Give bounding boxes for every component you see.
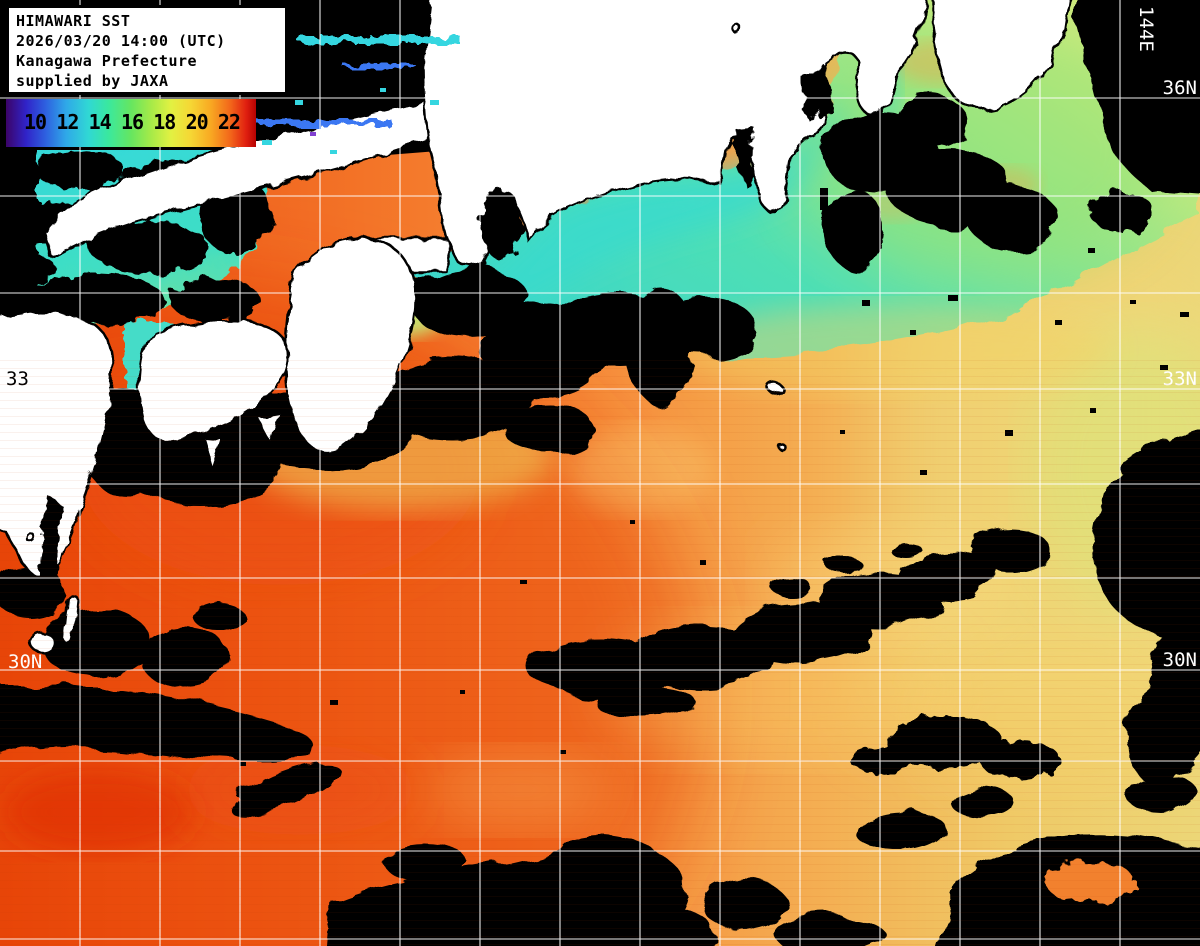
lat-label-33-left: 33 (6, 368, 29, 390)
info-datetime: 2026/03/20 14:00 (UTC) (16, 32, 226, 50)
lat-label-30n-right: 30N (1163, 649, 1197, 671)
lat-label-36n-right: 36N (1163, 77, 1197, 99)
lon-label-144e: 144E (1135, 6, 1157, 52)
colorbar-tick: 14 (88, 110, 112, 134)
colorbar-tick: 12 (56, 110, 79, 134)
colorbar-ticks: 10 12 14 16 18 20 22 (6, 99, 256, 147)
colorbar-tick: 10 (24, 110, 47, 134)
land-kyushu (0, 310, 114, 578)
suruga-bay (735, 126, 753, 192)
ise-bay (481, 188, 521, 260)
info-credit: supplied by JAXA (16, 72, 169, 90)
tokyo-bay (800, 68, 833, 118)
info-title: HIMAWARI SST (16, 12, 131, 30)
lat-label-33n-right: 33N (1163, 368, 1197, 390)
lon-label-136e: 136E (495, 6, 517, 52)
graticule-labels: 136E 144E 36N 33N 30N 33 30N (6, 6, 1197, 673)
colorbar-tick: 18 (153, 110, 176, 134)
island-yakushima (28, 630, 56, 654)
land-shikoku (137, 318, 289, 444)
lat-label-30n-left: 30N (8, 651, 42, 673)
island-tanegashima (62, 594, 80, 646)
island-izu-1 (766, 381, 784, 395)
bays (38, 68, 833, 586)
land-ne-honshu (930, 0, 1072, 112)
kagoshima-bay (38, 494, 61, 586)
info-region: Kanagawa Prefecture (16, 52, 198, 70)
colorbar-tick: 16 (120, 110, 144, 134)
colorbar-tick: 20 (185, 110, 209, 134)
info-box: HIMAWARI SST 2026/03/20 14:00 (UTC) Kana… (6, 5, 288, 95)
island-izu-2 (778, 443, 788, 453)
sst-colorbar: 10 12 14 16 18 20 22 (6, 99, 256, 147)
colorbar-tick: 22 (217, 110, 241, 134)
